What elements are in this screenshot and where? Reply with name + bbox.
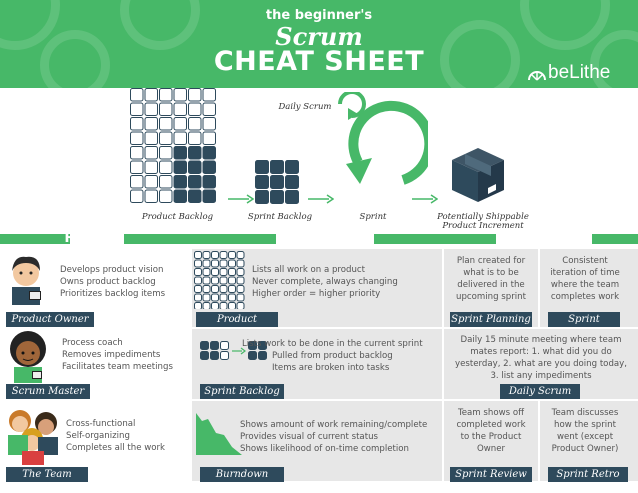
artifact-desc-line: Lists all work on a product — [252, 265, 366, 275]
arrow-icon — [308, 194, 334, 204]
role-card-product-owner: Develops product vision Owns product bac… — [0, 249, 190, 327]
activity-card-sprint-planning: Plan created for what is to be delivered… — [444, 249, 538, 327]
title-banner: the beginner's Scrum CHEAT SHEET beLithe — [0, 0, 638, 88]
artifacts-heading: ARTIFACTS — [281, 230, 367, 246]
brand-name: beLithe — [548, 62, 611, 83]
sprint-caption: Sprint — [359, 212, 387, 222]
section-headers: ROLES ARTIFACTS ACTIVITIES — [0, 230, 638, 247]
belithe-logo-icon — [528, 71, 546, 81]
activity-desc-line: where the team — [550, 280, 620, 290]
roles-heading: ROLES — [64, 230, 116, 246]
activity-label-sprint: Sprint — [548, 312, 620, 327]
activity-desc-line: what is to be — [463, 268, 519, 278]
activity-card-sprint-retro: Team discusses how the sprint went (exce… — [540, 401, 638, 482]
product-backlog-caption: Product Backlog — [141, 212, 214, 222]
artifact-card-burndown-chart: Shows amount of work remaining/complete … — [192, 401, 442, 493]
activity-desc-line: how the sprint — [554, 420, 616, 430]
artifact-desc-line: Shows amount of work remaining/complete — [240, 420, 428, 430]
artifact-card-product-backlog: Lists all work on a product Never comple… — [192, 249, 442, 340]
shippable-box-icon — [452, 148, 504, 202]
pretitle: the beginner's — [265, 8, 373, 23]
product-backlog-grid — [130, 88, 216, 203]
daily-scrum-label: Daily Scrum — [278, 102, 332, 112]
title: Scrum — [275, 22, 363, 51]
activity-desc-line: 3. list any impediments — [490, 371, 592, 381]
product-backlog-mini-grid — [194, 251, 245, 309]
activity-desc-line: completes work — [550, 292, 620, 302]
activity-card-sprint-review: Team shows off completed work to the Pro… — [444, 401, 538, 482]
team-avatars — [8, 410, 58, 465]
artifact-label-sprint-backlog: Sprint Backlog — [200, 384, 284, 399]
activity-card-daily-scrum: Daily 15 minute meeting where team mates… — [444, 329, 638, 399]
activity-desc-line: Team shows off — [457, 408, 525, 418]
activity-label-sprint-review: Sprint Review — [450, 467, 532, 482]
activity-desc-line: went (except — [556, 432, 614, 442]
arrow-icon — [412, 194, 438, 204]
activity-desc-line: to the Product — [460, 432, 522, 442]
activity-desc-line: Consistent — [562, 256, 608, 266]
role-label-product-owner: Product Owner — [6, 312, 94, 327]
role-desc-line: Completes all the work — [66, 443, 166, 453]
role-desc-line: Develops product vision — [60, 265, 164, 275]
scrum-flow-diagram: Daily Scrum Product Backlog Sprint Backl… — [0, 88, 638, 233]
artifact-desc-line: Pulled from product backlog — [272, 351, 393, 361]
artifact-desc-line: Items are broken into tasks — [272, 363, 390, 373]
activity-desc-line: completed work — [456, 420, 526, 430]
role-label-the-team: The Team — [6, 467, 88, 482]
activities-heading: ACTIVITIES — [500, 230, 588, 246]
activity-desc-line: yesterday, 2. what are you doing today, — [455, 359, 627, 369]
role-label-scrum-master: Scrum Master — [6, 384, 90, 399]
role-desc-line: Self-organizing — [66, 431, 130, 441]
activity-desc-line: mates report: 1. what did you do — [470, 347, 612, 357]
increment-caption-line2: Product Increment — [442, 221, 524, 231]
artifact-label-burndown-chart: Burndown Chart — [200, 467, 284, 493]
activity-desc-line: upcoming sprint — [456, 292, 526, 302]
burndown-chart-icon — [196, 413, 242, 455]
artifact-desc-line: Shows likelihood of on-time completion — [240, 444, 409, 454]
role-desc-line: Owns product backlog — [60, 277, 156, 287]
role-card-the-team: Cross-functional Self-organizing Complet… — [0, 401, 190, 482]
sprint-backlog-grid — [255, 160, 299, 204]
activity-desc-line: iteration of time — [550, 268, 620, 278]
activity-label-sprint-retro: Sprint Retro — [548, 467, 628, 482]
artifact-desc-line: Provides visual of current status — [240, 432, 378, 442]
role-desc-line: Removes impediments — [62, 350, 161, 360]
artifact-card-sprint-backlog: Lists work to be done in the current spr… — [192, 329, 442, 399]
artifact-desc-line: Never complete, always changing — [252, 277, 398, 287]
increment-caption-line1: Potentially Shippable — [437, 212, 529, 222]
sprint-cycle-icon — [338, 92, 428, 185]
artifact-desc-line: Higher order = higher priority — [252, 289, 381, 299]
role-desc-line: Cross-functional — [66, 419, 136, 429]
product-owner-avatar — [12, 256, 41, 305]
activity-label-daily-scrum: Daily Scrum — [500, 384, 580, 399]
activity-card-sprint: Consistent iteration of time where the t… — [540, 249, 638, 327]
sprint-backlog-mini-grid — [248, 341, 267, 360]
activity-desc-line: Owner — [476, 444, 506, 454]
arrow-icon — [228, 194, 254, 204]
sprint-backlog-caption: Sprint Backlog — [247, 212, 313, 222]
artifact-label-product-backlog: Product Backlog — [196, 312, 278, 340]
activity-desc-line: Product Owner) — [551, 444, 619, 454]
activity-desc-line: Daily 15 minute meeting where team — [460, 335, 622, 345]
activity-desc-line: delivered in the — [457, 280, 525, 290]
arrow-icon — [232, 347, 246, 355]
role-desc-line: Process coach — [62, 338, 123, 348]
role-desc-line: Facilitates team meetings — [62, 362, 173, 372]
sprint-backlog-mini-grid — [200, 341, 229, 360]
role-card-scrum-master: Process coach Removes impediments Facili… — [0, 329, 190, 399]
activity-desc-line: Plan created for — [456, 256, 526, 266]
activity-desc-line: Team discusses — [551, 408, 619, 418]
scrum-master-avatar — [10, 331, 46, 383]
activity-label-sprint-planning: Sprint Planning — [450, 312, 532, 327]
subtitle: CHEAT SHEET — [213, 46, 425, 77]
artifact-desc-line: Lists work to be done in the current spr… — [242, 339, 423, 349]
role-desc-line: Prioritizes backlog items — [60, 289, 166, 299]
